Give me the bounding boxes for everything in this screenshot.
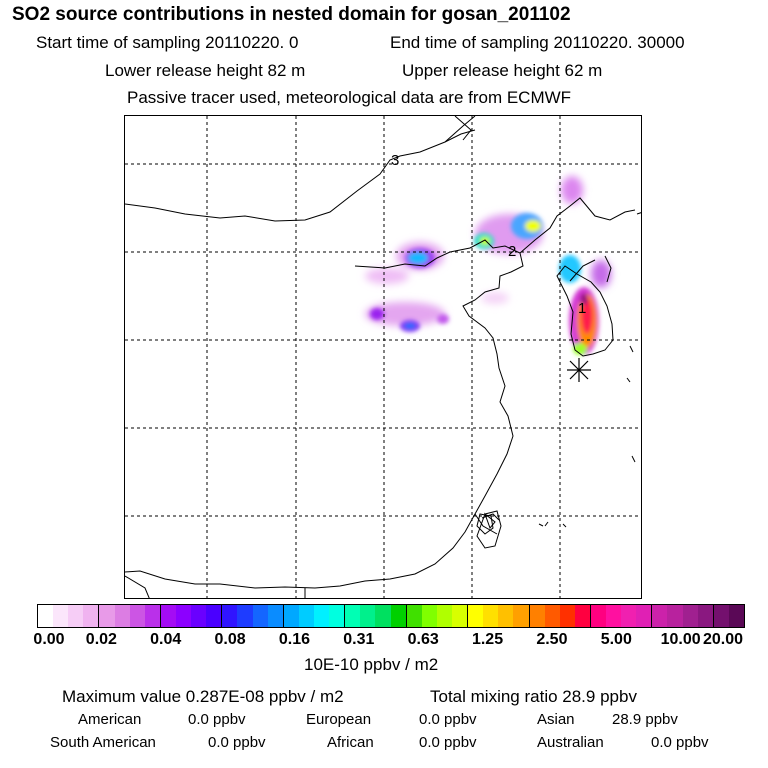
region-african-name: African (327, 734, 374, 751)
colorbar-cell (38, 605, 54, 627)
total-mixing-label: Total mixing ratio 28.9 ppbv (430, 687, 637, 706)
colorbar-cell (589, 605, 607, 627)
colorbar-tick-label: 2.50 (536, 631, 568, 648)
colorbar-cell (175, 605, 192, 627)
colorbar-cell (636, 605, 652, 627)
colorbar-cell (282, 605, 299, 627)
region-asian-value: 28.9 ppbv (612, 711, 678, 728)
colorbar (37, 604, 745, 628)
colorbar-cell (344, 605, 361, 627)
colorbar-cell (667, 605, 683, 627)
region-south-american-value: 0.0 ppbv (208, 734, 266, 751)
colorbar-cell (405, 605, 422, 627)
colorbar-tick-label: 0.08 (214, 631, 246, 648)
colorbar-cell (53, 605, 69, 627)
colorbar-tick-label: 0.02 (85, 631, 117, 648)
colorbar-cell (98, 605, 115, 627)
start-time-label: Start time of sampling 20110220. 0 (36, 33, 299, 52)
colorbar-cell (451, 605, 468, 627)
colorbar-cell (436, 605, 452, 627)
region-australian-value: 0.0 ppbv (651, 734, 709, 751)
colorbar-cell (498, 605, 514, 627)
region-south-american-name: South American (50, 734, 156, 751)
colorbar-cell (574, 605, 590, 627)
colorbar-cell (252, 605, 268, 627)
colorbar-tick-label: 0.63 (407, 631, 439, 648)
colorbar-cell (267, 605, 283, 627)
colorbar-tick-label: 10.00 (660, 631, 701, 648)
colorbar-cell (559, 605, 575, 627)
colorbar-cell (159, 605, 176, 627)
colorbar-cell (528, 605, 545, 627)
colorbar-cell (544, 605, 560, 627)
info-label: Passive tracer used, meteorological data… (127, 88, 572, 107)
max-value-label: Maximum value 0.287E-08 ppbv / m2 (62, 687, 344, 706)
colorbar-cell (697, 605, 713, 627)
coastline-layer (125, 116, 641, 598)
colorbar-cell (191, 605, 207, 627)
colorbar-cell (712, 605, 729, 627)
colorbar-cell (221, 605, 238, 627)
region-american-value: 0.0 ppbv (188, 711, 246, 728)
colorbar-cell (467, 605, 484, 627)
region-american-name: American (78, 711, 142, 728)
region-european-name: European (306, 711, 372, 728)
map-panel: 3 2 1 (124, 115, 642, 599)
colorbar-cell (421, 605, 437, 627)
colorbar-cell (682, 605, 698, 627)
colorbar-tick-label: 1.25 (471, 631, 504, 648)
colorbar-cell (68, 605, 84, 627)
receptor-asterisk-icon (567, 358, 591, 382)
end-time-label: End time of sampling 20110220. 30000 (390, 33, 685, 52)
upper-release-label: Upper release height 62 m (402, 61, 603, 80)
colorbar-cell (329, 605, 345, 627)
colorbar-tick-label: 0.16 (278, 631, 311, 648)
region-european-value: 0.0 ppbv (419, 711, 477, 728)
taiwan-outline (476, 510, 502, 549)
region-african-value: 0.0 ppbv (419, 734, 477, 751)
lower-release-label: Lower release height 82 m (105, 61, 306, 80)
marker-1: 1 (578, 300, 586, 317)
map-canvas: 3 2 1 (125, 116, 641, 598)
colorbar-units: 10E-10 ppbv / m2 (304, 655, 439, 674)
colorbar-cell (144, 605, 160, 627)
colorbar-tick-label: 0.04 (150, 631, 182, 648)
colorbar-cell (206, 605, 222, 627)
colorbar-cell (375, 605, 391, 627)
region-australian-name: Australian (537, 734, 604, 751)
colorbar-cell (360, 605, 376, 627)
colorbar-cell (129, 605, 145, 627)
colorbar-cell (606, 605, 622, 627)
colorbar-tick-label: 0.00 (33, 631, 65, 648)
colorbar-cell (728, 605, 745, 627)
colorbar-cell (298, 605, 314, 627)
lat-lon-grid (125, 116, 641, 598)
colorbar-cell (483, 605, 499, 627)
colorbar-cell (651, 605, 668, 627)
page-title: SO2 source contributions in nested domai… (12, 4, 571, 25)
colorbar-tick-label: 5.00 (600, 631, 632, 648)
colorbar-cell (313, 605, 330, 627)
colorbar-cell (114, 605, 130, 627)
region-asian-name: Asian (537, 711, 575, 728)
colorbar-tick-label: 0.31 (343, 631, 375, 648)
colorbar-tick-label: 20.00 (702, 631, 744, 648)
colorbar-cell (83, 605, 99, 627)
colorbar-cell (390, 605, 406, 627)
marker-3: 3 (391, 152, 399, 169)
colorbar-cell (621, 605, 637, 627)
colorbar-cell (237, 605, 253, 627)
plume-core-layer (370, 213, 599, 355)
colorbar-cell (513, 605, 529, 627)
marker-2: 2 (508, 243, 516, 260)
